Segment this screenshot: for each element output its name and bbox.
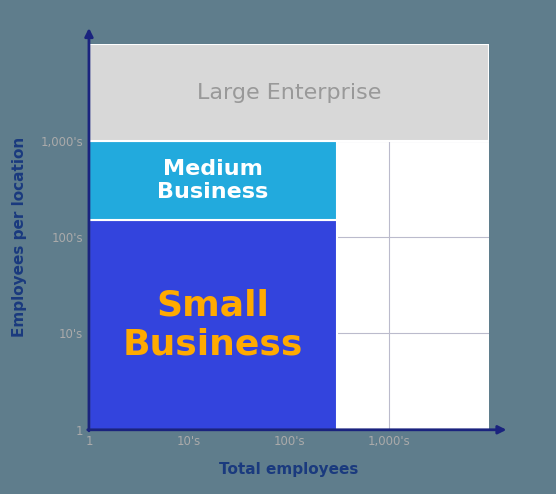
Text: Medium
Business: Medium Business [157, 159, 269, 202]
X-axis label: Total employees: Total employees [220, 462, 359, 477]
Bar [89, 141, 337, 220]
Text: Small
Business: Small Business [123, 288, 303, 362]
Y-axis label: Employees per location: Employees per location [12, 137, 27, 337]
Bar [89, 220, 337, 430]
Text: Large Enterprise: Large Enterprise [197, 82, 381, 103]
